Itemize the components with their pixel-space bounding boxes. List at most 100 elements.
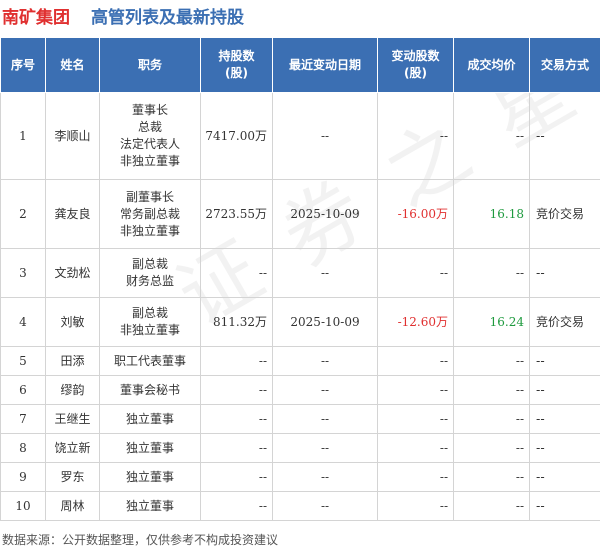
role-label: 董事长 xyxy=(131,103,168,117)
cell-name: 田添 xyxy=(45,346,100,376)
cell-change-date: -- xyxy=(272,433,378,463)
cell-trade-method: -- xyxy=(529,375,600,405)
cell-roles: 独立董事 xyxy=(99,433,201,463)
cell-index: 1 xyxy=(0,92,46,180)
cell-trade-method: -- xyxy=(529,346,600,376)
cell-roles: 董事长总裁法定代表人非独立董事 xyxy=(99,92,201,180)
cell-change-shares: -- xyxy=(377,462,454,492)
cell-avg-price: -- xyxy=(453,404,530,434)
role-label: 副总裁 xyxy=(131,257,168,271)
page-title: 高管列表及最新持股 xyxy=(91,8,244,28)
company-name: 南矿集团 xyxy=(2,8,70,28)
cell-index: 5 xyxy=(0,346,46,376)
role-label: 法定代表人 xyxy=(119,137,180,151)
cell-roles: 独立董事 xyxy=(99,491,201,521)
column-header: 持股数 (股) xyxy=(200,37,273,93)
cell-change-shares: -- xyxy=(377,404,454,434)
role-label: 独立董事 xyxy=(125,498,174,513)
cell-change-date: 2025-10-09 xyxy=(272,297,378,347)
cell-index: 3 xyxy=(0,248,46,298)
table-row: 5 田添 职工代表董事 -- -- -- -- -- xyxy=(0,346,600,376)
cell-roles: 独立董事 xyxy=(99,404,201,434)
cell-change-shares: -- xyxy=(377,433,454,463)
cell-change-date: -- xyxy=(272,491,378,521)
cell-trade-method: -- xyxy=(529,433,600,463)
role-label: 董事会秘书 xyxy=(119,382,180,397)
role-label: 总裁 xyxy=(137,120,162,134)
cell-shares: -- xyxy=(200,491,273,521)
role-label: 独立董事 xyxy=(125,411,174,426)
cell-change-shares: -16.00万 xyxy=(377,179,454,249)
table-header-row: 序号 姓名 职务 持股数 (股) 最近变动日期 变动股数 (股) 成交均价 交易方式 xyxy=(0,37,600,93)
cell-change-shares: -12.60万 xyxy=(377,297,454,347)
table-row: 4 刘敏 副总裁 非独立董事 811.32万 2025-10-09 -12.60万 16.24… xyxy=(0,297,600,347)
cell-trade-method: -- xyxy=(529,92,600,180)
cell-roles: 副总裁 非独立董事 xyxy=(99,297,201,347)
cell-index: 4 xyxy=(0,297,46,347)
table-row: 2 龚友良 副董事长 常务副总裁 非独立董事 2723.55万 2025-10-09 -16.… xyxy=(0,179,600,249)
role-label: 非独立董事 xyxy=(119,323,180,337)
cell-change-shares: -- xyxy=(377,375,454,405)
cell-avg-price: -- xyxy=(453,92,530,180)
role-label: 非独立董事 xyxy=(119,223,180,238)
cell-avg-price: -- xyxy=(453,433,530,463)
table-row: 9 罗东 独立董事 -- -- -- -- -- xyxy=(0,462,600,492)
cell-roles: 副董事长 常务副总裁 非独立董事 xyxy=(99,179,201,249)
cell-avg-price: 16.24 xyxy=(453,297,530,347)
cell-roles: 董事会秘书 xyxy=(99,375,201,405)
cell-index: 6 xyxy=(0,375,46,405)
cell-name: 罗东 xyxy=(45,462,100,492)
cell-trade-method: -- xyxy=(529,404,600,434)
cell-change-date: -- xyxy=(272,248,378,298)
cell-trade-method: -- xyxy=(529,491,600,521)
table-row: 6 缪韵 董事会秘书 -- -- -- -- -- xyxy=(0,375,600,405)
cell-name: 刘敏 xyxy=(45,297,100,347)
role-label: 职工代表董事 xyxy=(113,353,186,368)
cell-index: 7 xyxy=(0,404,46,434)
cell-change-shares: -- xyxy=(377,346,454,376)
cell-shares: -- xyxy=(200,404,273,434)
cell-change-shares: -- xyxy=(377,92,454,180)
executives-table: 序号 姓名 职务 持股数 (股) 最近变动日期 变动股数 (股) 成交均价 交易方式 1 李顺山 董事… xyxy=(0,37,600,521)
role-label: 非独立董事 xyxy=(119,154,180,168)
cell-change-date: -- xyxy=(272,92,378,180)
cell-change-shares: -- xyxy=(377,491,454,521)
cell-name: 李顺山 xyxy=(45,92,100,180)
cell-index: 2 xyxy=(0,179,46,249)
column-header: 成交均价 xyxy=(453,37,530,93)
cell-shares: 7417.00万 xyxy=(200,92,273,180)
cell-change-date: -- xyxy=(272,375,378,405)
cell-shares: -- xyxy=(200,462,273,492)
cell-trade-method: 竞价交易 xyxy=(529,179,600,249)
cell-name: 缪韵 xyxy=(45,375,100,405)
cell-shares: -- xyxy=(200,433,273,463)
cell-change-date: -- xyxy=(272,462,378,492)
cell-name: 王继生 xyxy=(45,404,100,434)
cell-index: 9 xyxy=(0,462,46,492)
role-label: 独立董事 xyxy=(125,440,174,455)
table-body: 1 李顺山 董事长 总裁 法定代表人 非独立董事 7417.00万 -- -- -- -- 2 龚友良副… xyxy=(0,92,600,521)
table-row: 1 李顺山 董事长 总裁 法定代表人 非独立董事 7417.00万 -- -- -- -- xyxy=(0,92,600,180)
cell-avg-price: -- xyxy=(453,491,530,521)
title-bar: 南矿集团 高管列表及最新持股 xyxy=(0,0,600,30)
role-label: 副总裁 xyxy=(131,306,168,320)
role-label: 副董事长 xyxy=(125,189,174,204)
cell-trade-method: -- xyxy=(529,248,600,298)
cell-shares: -- xyxy=(200,375,273,405)
table-row: 7 王继生 独立董事 -- -- -- -- -- xyxy=(0,404,600,434)
cell-shares: -- xyxy=(200,248,273,298)
cell-shares: 811.32万 xyxy=(200,297,273,347)
table-row: 10 周林 独立董事 -- -- -- -- -- xyxy=(0,491,600,521)
column-header: 序号 xyxy=(0,37,46,93)
table-row: 3 文劲松 副总裁 财务总监 -- -- -- -- -- xyxy=(0,248,600,298)
column-header: 变动股数 (股) xyxy=(377,37,454,93)
cell-change-shares: -- xyxy=(377,248,454,298)
cell-trade-method: 竞价交易 xyxy=(529,297,600,347)
column-header: 姓名 xyxy=(45,37,100,93)
cell-change-date: -- xyxy=(272,404,378,434)
cell-index: 8 xyxy=(0,433,46,463)
column-header: 交易方式 xyxy=(529,37,600,93)
table-row: 8 饶立新 独立董事 -- -- -- -- -- xyxy=(0,433,600,463)
cell-shares: -- xyxy=(200,346,273,376)
cell-roles: 职工代表董事 xyxy=(99,346,201,376)
